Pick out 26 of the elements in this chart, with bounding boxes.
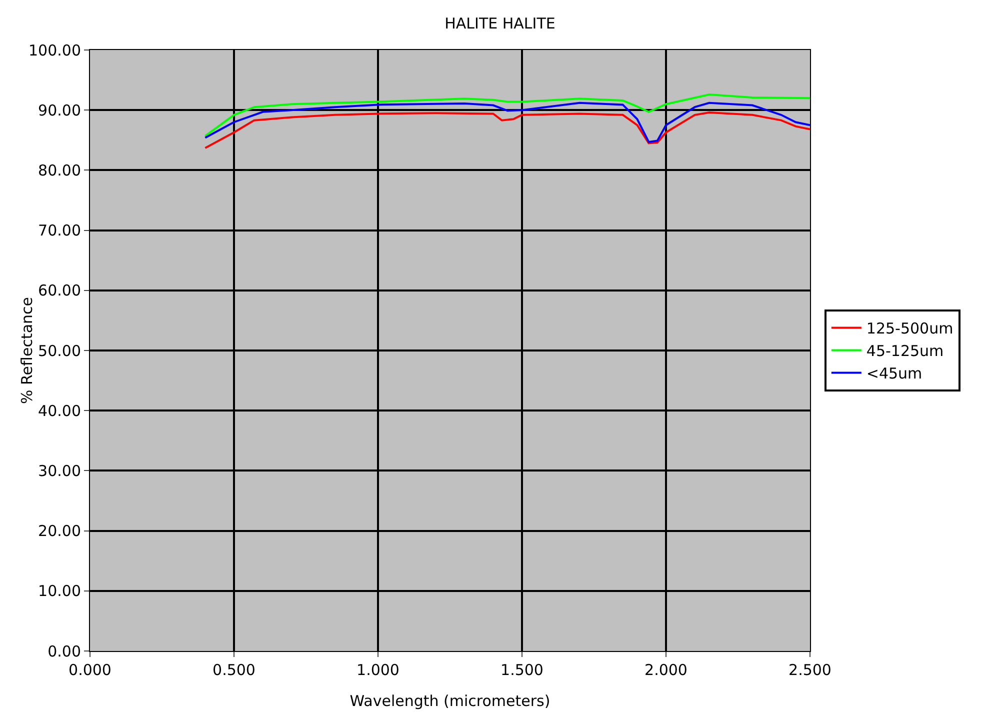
y-tick-label: 40.00 xyxy=(38,402,81,420)
x-axis-title: Wavelength (micrometers) xyxy=(350,692,550,710)
y-axis-title: % Reflectance xyxy=(18,297,36,404)
y-tick-label: 30.00 xyxy=(38,462,81,480)
x-tick-label: 2.000 xyxy=(644,661,688,679)
y-tick-label: 80.00 xyxy=(38,161,81,180)
line-series xyxy=(204,93,810,137)
y-tick-label: 20.00 xyxy=(38,522,81,540)
x-tick-label: 0.500 xyxy=(212,661,256,679)
line-series xyxy=(204,102,810,143)
line-series xyxy=(204,112,810,149)
legend-label: 125-500um xyxy=(866,320,954,338)
y-tick-label: 60.00 xyxy=(38,282,81,300)
y-tick-label: 0.00 xyxy=(48,642,81,660)
legend-label: 45-125um xyxy=(866,342,944,360)
x-tick-label: 2.500 xyxy=(788,661,832,679)
y-tick-label: 100.00 xyxy=(28,41,81,60)
y-tick-label: 70.00 xyxy=(38,222,81,240)
y-tick-label: 50.00 xyxy=(38,342,81,360)
chart-title: HALITE HALITE xyxy=(444,14,556,33)
x-tick-label: 1.000 xyxy=(356,661,400,679)
y-tick-label: 10.00 xyxy=(38,582,81,600)
x-tick-label: 1.500 xyxy=(500,661,544,679)
legend-label: <45um xyxy=(866,364,922,383)
y-tick-label: 90.00 xyxy=(38,101,81,120)
x-tick-label: 0.000 xyxy=(68,661,112,679)
